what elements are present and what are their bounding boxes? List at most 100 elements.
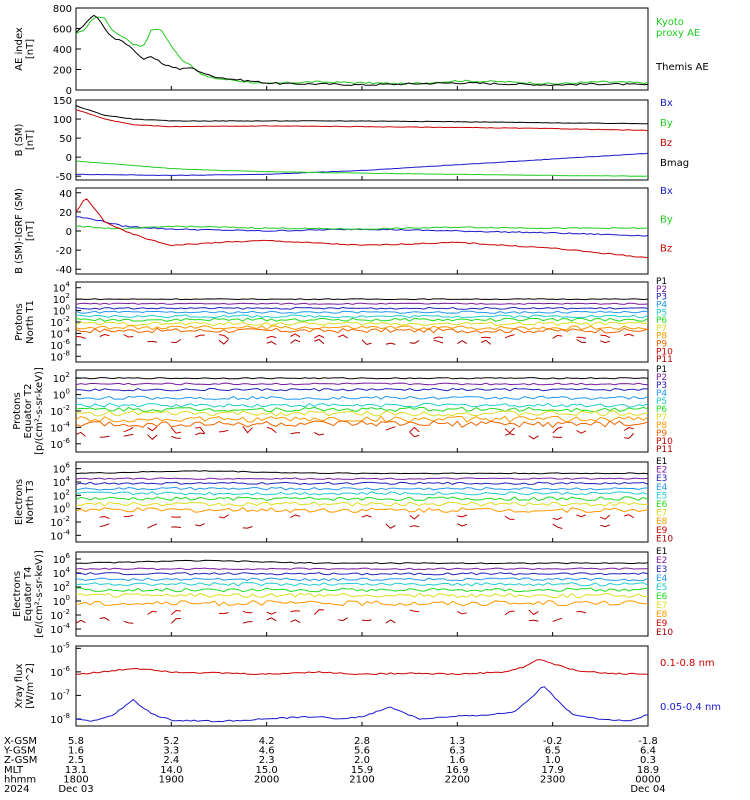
- legend-entry: E5: [656, 583, 667, 593]
- legend-entry: By: [660, 118, 673, 129]
- ephemeris-value: 6.3: [449, 746, 465, 757]
- series-line: [75, 335, 86, 339]
- panel-xray: Xray flux [W/m^2] 10-5 10-6 10-7 10-8 0.1-0.8 …: [14, 641, 721, 727]
- series-line: [433, 336, 444, 339]
- series-line: [75, 109, 649, 132]
- series-line: [576, 514, 587, 518]
- y-tick-label: 10-2: [50, 608, 70, 622]
- ephemeris-value: 0.3: [640, 755, 656, 766]
- y-tick-label: 10-4: [50, 420, 70, 434]
- series-line: [528, 619, 539, 622]
- legend-entry: E6: [656, 500, 668, 510]
- series-line: [75, 302, 649, 305]
- series-line: [75, 152, 649, 177]
- series-line: [314, 334, 325, 339]
- legend-entry: E2: [656, 466, 667, 476]
- series-line: [266, 617, 277, 622]
- legend-entry: P9: [656, 340, 667, 350]
- legend-entry: 0.05-0.4 nm: [660, 702, 721, 713]
- ephemeris-value: 2300: [540, 774, 565, 785]
- y-tick-label: 102: [53, 488, 70, 502]
- legend-entry: P4: [656, 300, 667, 310]
- series-line: [75, 686, 649, 723]
- legend-themis: Themis AE: [655, 62, 709, 73]
- series-line: [195, 523, 205, 527]
- y-axis-label: Xray flux: [14, 664, 25, 709]
- y-tick-label: -40: [56, 265, 72, 276]
- series-line: [99, 515, 110, 520]
- y-tick-label: 106: [53, 552, 71, 566]
- ephemeris-value: -1.8: [638, 736, 658, 747]
- ephemeris-value: 5.8: [68, 736, 84, 747]
- series-line: [504, 427, 515, 434]
- series-line: [361, 619, 372, 622]
- series-line: [147, 426, 158, 432]
- y-tick-label: 100: [53, 388, 70, 402]
- series-line: [218, 612, 229, 615]
- ephemeris-value: 6.5: [545, 746, 561, 757]
- series-line: [624, 433, 635, 439]
- series-line: [409, 525, 420, 528]
- series-line: [552, 426, 563, 434]
- series-line: [75, 619, 86, 624]
- series-line: [147, 523, 158, 529]
- y-axis-label: Electrons: [14, 479, 25, 525]
- series-line: [75, 298, 649, 301]
- series-line: [385, 426, 396, 431]
- legend-entry: E3: [656, 474, 667, 484]
- series-line: [624, 514, 634, 519]
- series-line: [504, 610, 515, 616]
- panel-frame: [75, 281, 649, 363]
- series-line: [457, 523, 468, 527]
- series-line: [480, 339, 492, 345]
- series-line: [75, 314, 649, 319]
- ephemeris-value: 4.6: [259, 746, 275, 757]
- y-tick-label: 102: [53, 580, 70, 594]
- series-line: [218, 339, 229, 345]
- series-line: [385, 523, 396, 529]
- y-tick-label: 0: [66, 86, 72, 97]
- legend-entry: E7: [656, 509, 667, 519]
- series-line: [290, 610, 301, 613]
- y-tick-label: 10-8: [50, 349, 70, 363]
- ephemeris-value: Dec 03: [58, 784, 93, 795]
- legend-entry: P5: [656, 397, 667, 407]
- series-line: [75, 567, 648, 571]
- series-line: [218, 334, 229, 340]
- legend-entry: P11: [656, 355, 673, 365]
- y-tick-label: 100: [53, 115, 72, 126]
- ephemeris-value: 2.4: [163, 755, 179, 766]
- series-line: [123, 433, 134, 437]
- y-axis-label: B (SM): [14, 123, 25, 156]
- series-line: [147, 610, 158, 615]
- ephemeris-value: 16.9: [446, 765, 468, 776]
- y-tick-label: 0: [66, 227, 72, 238]
- y-tick-label: 600: [53, 25, 72, 36]
- panel-frame: [75, 645, 649, 727]
- y-axis-label: AE index: [14, 27, 25, 71]
- y-axis-label: North T1: [25, 300, 36, 344]
- y-tick-label: 100: [53, 502, 70, 516]
- series-line: [409, 340, 420, 344]
- ephemeris-value: 17.9: [542, 765, 564, 776]
- ephemeris-value: 1.6: [449, 755, 465, 766]
- series-line: [75, 105, 648, 125]
- ephemeris-value: 5.2: [163, 736, 179, 747]
- ephemeris-value: 3.3: [163, 746, 179, 757]
- y-tick-label: 10-6: [50, 665, 70, 679]
- series-line: [242, 425, 253, 434]
- legend-entry: Bz: [660, 243, 672, 254]
- series-line: [75, 410, 649, 417]
- series-line: [75, 382, 649, 386]
- legend-kyoto: Kyoto: [656, 17, 684, 28]
- legend-entry: P7: [656, 324, 667, 334]
- legend-entry: E6: [656, 592, 668, 602]
- ephemeris-value: 1.0: [545, 755, 561, 766]
- series-line: [433, 339, 444, 344]
- legend-entry: E5: [656, 491, 667, 501]
- ephemeris-value: -0.2: [543, 736, 563, 747]
- y-axis-label: North T3: [25, 480, 36, 524]
- y-tick-label: 10-2: [50, 404, 70, 418]
- y-tick-label: 104: [53, 475, 71, 489]
